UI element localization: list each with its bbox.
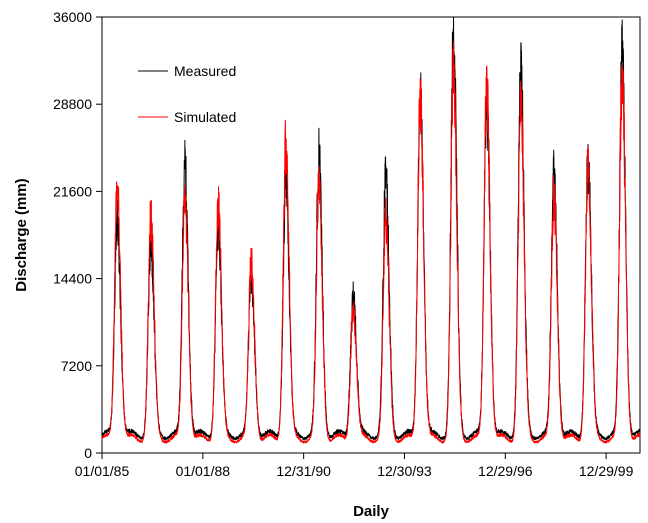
- x-tick-label: 12/30/93: [377, 463, 432, 479]
- plot-frame: [101, 16, 641, 454]
- y-tick-label: 7200: [61, 358, 92, 374]
- y-tick-label: 14400: [53, 271, 92, 287]
- x-tick-label: 12/29/96: [478, 463, 533, 479]
- series-line-simulated: [101, 41, 641, 444]
- x-tick-label: 01/01/85: [75, 463, 130, 479]
- y-axis-title: Discharge (mm): [13, 178, 30, 291]
- legend-label-measured: Measured: [174, 63, 236, 79]
- x-axis-title: Daily: [353, 503, 390, 520]
- x-tick-label: 12/31/90: [276, 463, 331, 479]
- legend-label-simulated: Simulated: [174, 109, 236, 125]
- x-tick-label: 01/01/88: [176, 463, 231, 479]
- y-tick-label: 28800: [53, 96, 92, 112]
- y-axis-ticks: 0 7200 14400 21600 28800 36000: [53, 9, 102, 461]
- x-tick-label: 12/29/99: [579, 463, 634, 479]
- y-tick-label: 36000: [53, 9, 92, 25]
- y-tick-label: 0: [84, 445, 92, 461]
- x-axis-ticks: 01/01/85 01/01/88 12/31/90 12/30/93 12/29/96…: [75, 453, 634, 479]
- y-tick-label: 21600: [53, 183, 92, 199]
- legend: Measured Simulated: [138, 63, 236, 125]
- series-layer: [101, 16, 641, 444]
